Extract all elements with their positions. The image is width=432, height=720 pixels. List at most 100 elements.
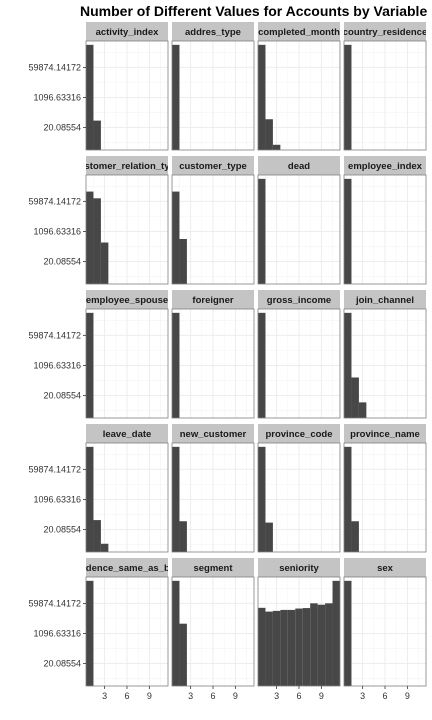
bar: [358, 402, 367, 418]
facet-strip-label: customer_relation_type: [73, 161, 180, 172]
facet-panels: activity_index 20.08554 1096.63316 59874.14…: [28, 22, 427, 701]
bar: [344, 44, 352, 150]
facet-strip: [86, 156, 168, 175]
y-tick-label: 1096.63316: [33, 92, 81, 102]
bar: [280, 609, 288, 686]
bar: [344, 446, 352, 552]
y-tick-label: 59874.14172: [28, 62, 81, 72]
y-tick-label: 20.08554: [43, 658, 81, 668]
facet-strip: [86, 424, 168, 443]
bar: [265, 119, 273, 150]
panel-employee-index: employee_index: [343, 156, 427, 285]
facet-strip-label: dead: [288, 161, 310, 172]
y-tick-label: 1096.63316: [33, 360, 81, 370]
bar: [86, 312, 94, 418]
facet-strip: [258, 558, 340, 577]
facet-strip-label: activity_index: [96, 27, 160, 38]
facet-strip-label: segment: [193, 563, 233, 574]
panel-border: [85, 442, 169, 553]
y-tick-label: 20.08554: [43, 256, 81, 266]
bar: [310, 603, 318, 686]
panel-completed-month: completed_month: [257, 22, 341, 151]
bar: [172, 580, 180, 686]
panel-border: [171, 40, 255, 151]
y-tick-label: 20.08554: [43, 524, 81, 534]
panel-border: [171, 442, 255, 553]
facet-strip-label: employee_spouse: [86, 295, 168, 306]
y-tick-label: 1096.63316: [33, 226, 81, 236]
bar: [179, 238, 187, 284]
bar: [351, 521, 359, 552]
bar: [302, 608, 311, 686]
x-tick-label: 6: [382, 691, 387, 701]
facet-strip: [258, 424, 340, 443]
panel-dead: dead: [257, 156, 341, 285]
panel-border: [85, 40, 169, 151]
panel-border: [171, 174, 255, 285]
facet-strip-label: country_residence: [343, 27, 427, 38]
y-tick-label: 59874.14172: [28, 196, 81, 206]
panel-border: [257, 174, 341, 285]
bar: [258, 178, 266, 284]
x-tick-label: 3: [102, 691, 107, 701]
bar: [93, 520, 101, 552]
x-tick-label: 6: [210, 691, 215, 701]
y-tick-label: 20.08554: [43, 390, 81, 400]
bar: [344, 312, 352, 418]
panel-border: [343, 308, 427, 419]
bar: [172, 191, 180, 284]
bar: [287, 609, 296, 686]
panel-border: [343, 174, 427, 285]
bar: [344, 580, 352, 686]
facet-strip-label: employee_index: [348, 161, 423, 172]
bar: [93, 198, 101, 284]
y-tick-label: 20.08554: [43, 122, 81, 132]
x-tick-label: 6: [296, 691, 301, 701]
y-tick-label: 59874.14172: [28, 598, 81, 608]
bar: [265, 522, 273, 552]
facet-strip-label: leave_date: [103, 429, 152, 440]
panel-province-name: province_name: [343, 424, 427, 553]
bar: [86, 446, 94, 552]
x-tick-label: 3: [360, 691, 365, 701]
facet-strip: [258, 22, 340, 41]
y-tick-label: 59874.14172: [28, 330, 81, 340]
bar: [272, 610, 281, 686]
bar: [86, 580, 94, 686]
x-tick-label: 3: [188, 691, 193, 701]
bar: [332, 580, 340, 686]
panel-border: [257, 442, 341, 553]
facet-strip: [86, 22, 168, 41]
facet-strip-label: foreigner: [192, 295, 233, 306]
facet-strip: [172, 424, 254, 443]
facet-strip: [344, 156, 426, 175]
panel-foreigner: foreigner: [171, 290, 255, 419]
panel-leave-date: leave_date 20.08554 1096.63316 59874.14172: [28, 424, 169, 553]
bar: [172, 446, 180, 552]
bar: [179, 521, 187, 552]
panel-customer-relation-type: customer_relation_type 20.08554 1096.63316…: [28, 156, 180, 285]
panel-seniority: seniority 3 6 9: [257, 558, 341, 701]
facet-strip: [258, 290, 340, 309]
bar: [258, 312, 266, 418]
facet-strip: [86, 558, 168, 577]
panel-employee-spouse: employee_spouse 20.08554 1096.63316 59874.1…: [28, 290, 169, 419]
facet-strip-label: sex: [377, 563, 394, 574]
bar: [179, 623, 187, 686]
x-tick-label: 9: [405, 691, 410, 701]
facet-strip: [86, 290, 168, 309]
facet-strip-label: residence_same_as_birth: [69, 563, 185, 574]
panel-addres-type: addres_type: [171, 22, 255, 151]
panel-border: [343, 442, 427, 553]
facet-strip: [344, 558, 426, 577]
facet-strip-label: addres_type: [185, 27, 241, 38]
bar: [100, 543, 109, 552]
y-tick-label: 59874.14172: [28, 464, 81, 474]
facet-strip: [344, 424, 426, 443]
bar: [325, 603, 333, 686]
panel-border: [257, 40, 341, 151]
facet-strip-label: seniority: [279, 563, 319, 574]
bar: [295, 608, 303, 686]
panel-border: [257, 308, 341, 419]
bar: [351, 377, 359, 418]
